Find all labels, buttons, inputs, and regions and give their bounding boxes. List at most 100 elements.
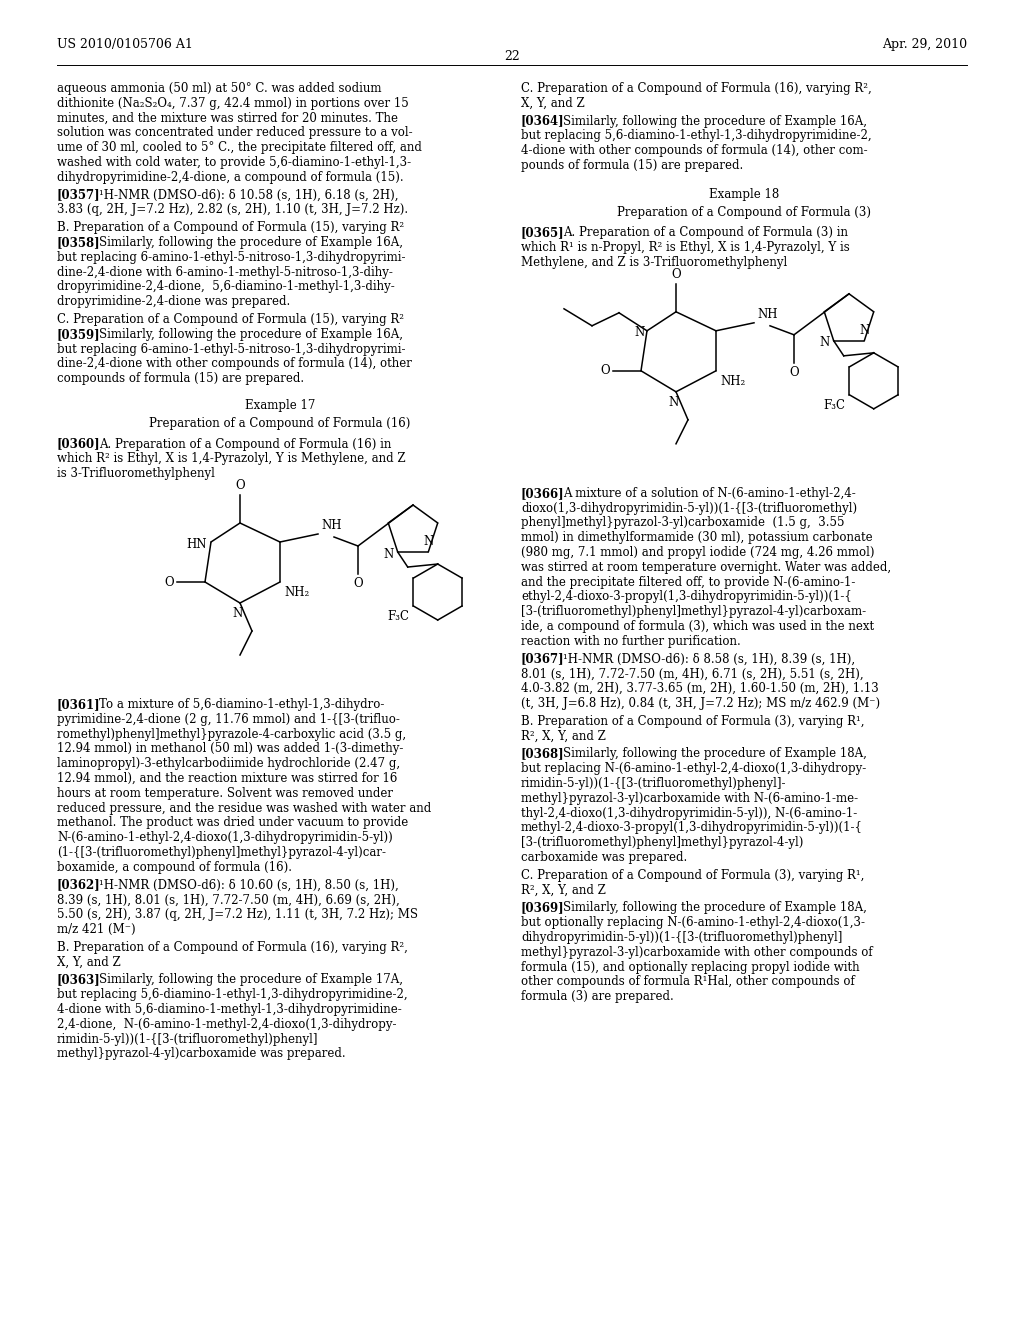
Text: which R¹ is n-Propyl, R² is Ethyl, X is 1,4-Pyrazolyl, Y is: which R¹ is n-Propyl, R² is Ethyl, X is … bbox=[521, 242, 850, 255]
Text: Example 18: Example 18 bbox=[709, 187, 779, 201]
Text: dioxo(1,3-dihydropyrimidin-5-yl))(1-{[3-(trifluoromethyl): dioxo(1,3-dihydropyrimidin-5-yl))(1-{[3-… bbox=[521, 502, 857, 515]
Text: C. Preparation of a Compound of Formula (15), varying R²: C. Preparation of a Compound of Formula … bbox=[57, 313, 404, 326]
Text: is 3-Trifluoromethylphenyl: is 3-Trifluoromethylphenyl bbox=[57, 467, 215, 480]
Text: rimidin-5-yl))(1-{[3-(trifluoromethyl)phenyl]-: rimidin-5-yl))(1-{[3-(trifluoromethyl)ph… bbox=[521, 777, 786, 789]
Text: [0358]: [0358] bbox=[57, 236, 100, 249]
Text: 3.83 (q, 2H, J=7.2 Hz), 2.82 (s, 2H), 1.10 (t, 3H, J=7.2 Hz).: 3.83 (q, 2H, J=7.2 Hz), 2.82 (s, 2H), 1.… bbox=[57, 203, 409, 216]
Text: [3-(trifluoromethyl)phenyl]methyl}pyrazol-4-yl)carboxam-: [3-(trifluoromethyl)phenyl]methyl}pyrazo… bbox=[521, 605, 866, 618]
Text: methyl}pyrazol-3-yl)carboxamide with other compounds of: methyl}pyrazol-3-yl)carboxamide with oth… bbox=[521, 946, 872, 958]
Text: dihydropyrimidine-2,4-dione, a compound of formula (15).: dihydropyrimidine-2,4-dione, a compound … bbox=[57, 170, 403, 183]
Text: compounds of formula (15) are prepared.: compounds of formula (15) are prepared. bbox=[57, 372, 304, 385]
Text: B. Preparation of a Compound of Formula (15), varying R²: B. Preparation of a Compound of Formula … bbox=[57, 222, 404, 234]
Text: Similarly, following the procedure of Example 16A,: Similarly, following the procedure of Ex… bbox=[99, 236, 403, 249]
Text: [0366]: [0366] bbox=[521, 487, 564, 500]
Text: [0365]: [0365] bbox=[521, 227, 564, 239]
Text: but replacing 6-amino-1-ethyl-5-nitroso-1,3-dihydropyrimi-: but replacing 6-amino-1-ethyl-5-nitroso-… bbox=[57, 251, 406, 264]
Text: 22: 22 bbox=[504, 50, 520, 63]
Text: Similarly, following the procedure of Example 16A,: Similarly, following the procedure of Ex… bbox=[563, 115, 867, 128]
Text: 4-dione with other compounds of formula (14), other com-: 4-dione with other compounds of formula … bbox=[521, 144, 867, 157]
Text: aqueous ammonia (50 ml) at 50° C. was added sodium: aqueous ammonia (50 ml) at 50° C. was ad… bbox=[57, 82, 382, 95]
Text: Similarly, following the procedure of Example 18A,: Similarly, following the procedure of Ex… bbox=[563, 902, 867, 915]
Text: NH₂: NH₂ bbox=[284, 586, 309, 599]
Text: NH: NH bbox=[321, 519, 341, 532]
Text: A. Preparation of a Compound of Formula (3) in: A. Preparation of a Compound of Formula … bbox=[563, 227, 848, 239]
Text: O: O bbox=[236, 479, 245, 492]
Text: methyl-2,4-dioxo-3-propyl(1,3-dihydropyrimidin-5-yl))(1-{: methyl-2,4-dioxo-3-propyl(1,3-dihydropyr… bbox=[521, 821, 863, 834]
Text: dine-2,4-dione with other compounds of formula (14), other: dine-2,4-dione with other compounds of f… bbox=[57, 358, 412, 371]
Text: [0367]: [0367] bbox=[521, 652, 564, 665]
Text: [0361]: [0361] bbox=[57, 698, 100, 711]
Text: Similarly, following the procedure of Example 17A,: Similarly, following the procedure of Ex… bbox=[99, 973, 403, 986]
Text: X, Y, and Z: X, Y, and Z bbox=[521, 96, 585, 110]
Text: X, Y, and Z: X, Y, and Z bbox=[57, 956, 121, 969]
Text: Example 17: Example 17 bbox=[245, 399, 315, 412]
Text: ¹H-NMR (DMSO-d6): δ 10.58 (s, 1H), 6.18 (s, 2H),: ¹H-NMR (DMSO-d6): δ 10.58 (s, 1H), 6.18 … bbox=[99, 189, 398, 202]
Text: (1-{[3-(trifluoromethyl)phenyl]methyl}pyrazol-4-yl)car-: (1-{[3-(trifluoromethyl)phenyl]methyl}py… bbox=[57, 846, 386, 859]
Text: but optionally replacing N-(6-amino-1-ethyl-2,4-dioxo(1,3-: but optionally replacing N-(6-amino-1-et… bbox=[521, 916, 865, 929]
Text: laminopropyl)-3-ethylcarbodiimide hydrochloride (2.47 g,: laminopropyl)-3-ethylcarbodiimide hydroc… bbox=[57, 758, 400, 770]
Text: methanol. The product was dried under vacuum to provide: methanol. The product was dried under va… bbox=[57, 816, 409, 829]
Text: ide, a compound of formula (3), which was used in the next: ide, a compound of formula (3), which wa… bbox=[521, 620, 874, 634]
Text: reaction with no further purification.: reaction with no further purification. bbox=[521, 635, 740, 648]
Text: N: N bbox=[383, 548, 393, 561]
Text: [0359]: [0359] bbox=[57, 327, 100, 341]
Text: B. Preparation of a Compound of Formula (3), varying R¹,: B. Preparation of a Compound of Formula … bbox=[521, 715, 864, 727]
Text: O: O bbox=[671, 268, 681, 281]
Text: but replacing 5,6-diamino-1-ethyl-1,3-dihydropyrimidine-2,: but replacing 5,6-diamino-1-ethyl-1,3-di… bbox=[57, 989, 408, 1001]
Text: (t, 3H, J=6.8 Hz), 0.84 (t, 3H, J=7.2 Hz); MS m/z 462.9 (M⁻): (t, 3H, J=6.8 Hz), 0.84 (t, 3H, J=7.2 Hz… bbox=[521, 697, 880, 710]
Text: boxamide, a compound of formula (16).: boxamide, a compound of formula (16). bbox=[57, 861, 292, 874]
Text: N: N bbox=[423, 535, 433, 548]
Text: 8.01 (s, 1H), 7.72-7.50 (m, 4H), 6.71 (s, 2H), 5.51 (s, 2H),: 8.01 (s, 1H), 7.72-7.50 (m, 4H), 6.71 (s… bbox=[521, 668, 863, 680]
Text: O: O bbox=[165, 576, 174, 589]
Text: but replacing N-(6-amino-1-ethyl-2,4-dioxo(1,3-dihydropy-: but replacing N-(6-amino-1-ethyl-2,4-dio… bbox=[521, 762, 866, 775]
Text: carboxamide was prepared.: carboxamide was prepared. bbox=[521, 851, 687, 865]
Text: ¹H-NMR (DMSO-d6): δ 10.60 (s, 1H), 8.50 (s, 1H),: ¹H-NMR (DMSO-d6): δ 10.60 (s, 1H), 8.50 … bbox=[99, 879, 398, 891]
Text: N: N bbox=[669, 396, 679, 409]
Text: B. Preparation of a Compound of Formula (16), varying R²,: B. Preparation of a Compound of Formula … bbox=[57, 941, 408, 954]
Text: Preparation of a Compound of Formula (16): Preparation of a Compound of Formula (16… bbox=[150, 417, 411, 430]
Text: NH₂: NH₂ bbox=[720, 375, 745, 388]
Text: rimidin-5-yl))(1-{[3-(trifluoromethyl)phenyl]: rimidin-5-yl))(1-{[3-(trifluoromethyl)ph… bbox=[57, 1032, 318, 1045]
Text: A. Preparation of a Compound of Formula (16) in: A. Preparation of a Compound of Formula … bbox=[99, 438, 391, 450]
Text: hours at room temperature. Solvent was removed under: hours at room temperature. Solvent was r… bbox=[57, 787, 393, 800]
Text: Apr. 29, 2010: Apr. 29, 2010 bbox=[882, 38, 967, 51]
Text: N: N bbox=[819, 337, 829, 350]
Text: N: N bbox=[232, 607, 243, 620]
Text: HN: HN bbox=[186, 537, 207, 550]
Text: formula (15), and optionally replacing propyl iodide with: formula (15), and optionally replacing p… bbox=[521, 961, 859, 974]
Text: N: N bbox=[859, 323, 869, 337]
Text: O: O bbox=[353, 577, 362, 590]
Text: ¹H-NMR (DMSO-d6): δ 8.58 (s, 1H), 8.39 (s, 1H),: ¹H-NMR (DMSO-d6): δ 8.58 (s, 1H), 8.39 (… bbox=[563, 652, 855, 665]
Text: dithionite (Na₂S₂O₄, 7.37 g, 42.4 mmol) in portions over 15: dithionite (Na₂S₂O₄, 7.37 g, 42.4 mmol) … bbox=[57, 96, 409, 110]
Text: dropyrimidine-2,4-dione was prepared.: dropyrimidine-2,4-dione was prepared. bbox=[57, 296, 290, 308]
Text: C. Preparation of a Compound of Formula (3), varying R¹,: C. Preparation of a Compound of Formula … bbox=[521, 869, 864, 882]
Text: but replacing 6-amino-1-ethyl-5-nitroso-1,3-dihydropyrimi-: but replacing 6-amino-1-ethyl-5-nitroso-… bbox=[57, 343, 406, 355]
Text: romethyl)phenyl]methyl}pyrazole-4-carboxylic acid (3.5 g,: romethyl)phenyl]methyl}pyrazole-4-carbox… bbox=[57, 727, 407, 741]
Text: (980 mg, 7.1 mmol) and propyl iodide (724 mg, 4.26 mmol): (980 mg, 7.1 mmol) and propyl iodide (72… bbox=[521, 546, 874, 558]
Text: was stirred at room temperature overnight. Water was added,: was stirred at room temperature overnigh… bbox=[521, 561, 891, 574]
Text: but replacing 5,6-diamino-1-ethyl-1,3-dihydropyrimidine-2,: but replacing 5,6-diamino-1-ethyl-1,3-di… bbox=[521, 129, 871, 143]
Text: dihydropyrimidin-5-yl))(1-{[3-(trifluoromethyl)phenyl]: dihydropyrimidin-5-yl))(1-{[3-(trifluoro… bbox=[521, 931, 843, 944]
Text: O: O bbox=[600, 364, 610, 378]
Text: 4.0-3.82 (m, 2H), 3.77-3.65 (m, 2H), 1.60-1.50 (m, 2H), 1.13: 4.0-3.82 (m, 2H), 3.77-3.65 (m, 2H), 1.6… bbox=[521, 682, 879, 696]
Text: [0364]: [0364] bbox=[521, 115, 564, 128]
Text: NH: NH bbox=[757, 308, 777, 321]
Text: pyrimidine-2,4-dione (2 g, 11.76 mmol) and 1-{[3-(trifluo-: pyrimidine-2,4-dione (2 g, 11.76 mmol) a… bbox=[57, 713, 400, 726]
Text: Preparation of a Compound of Formula (3): Preparation of a Compound of Formula (3) bbox=[617, 206, 871, 219]
Text: Methylene, and Z is 3-Trifluoromethylphenyl: Methylene, and Z is 3-Trifluoromethylphe… bbox=[521, 256, 787, 269]
Text: C. Preparation of a Compound of Formula (16), varying R²,: C. Preparation of a Compound of Formula … bbox=[521, 82, 871, 95]
Text: other compounds of formula R¹Hal, other compounds of: other compounds of formula R¹Hal, other … bbox=[521, 975, 855, 989]
Text: dropyrimidine-2,4-dione,  5,6-diamino-1-methyl-1,3-dihy-: dropyrimidine-2,4-dione, 5,6-diamino-1-m… bbox=[57, 280, 394, 293]
Text: [3-(trifluoromethyl)phenyl]methyl}pyrazol-4-yl): [3-(trifluoromethyl)phenyl]methyl}pyrazo… bbox=[521, 836, 804, 849]
Text: formula (3) are prepared.: formula (3) are prepared. bbox=[521, 990, 674, 1003]
Text: [0362]: [0362] bbox=[57, 879, 100, 891]
Text: Similarly, following the procedure of Example 16A,: Similarly, following the procedure of Ex… bbox=[99, 327, 403, 341]
Text: 5.50 (s, 2H), 3.87 (q, 2H, J=7.2 Hz), 1.11 (t, 3H, 7.2 Hz); MS: 5.50 (s, 2H), 3.87 (q, 2H, J=7.2 Hz), 1.… bbox=[57, 908, 418, 921]
Text: [0369]: [0369] bbox=[521, 902, 564, 915]
Text: methyl}pyrazol-4-yl)carboxamide was prepared.: methyl}pyrazol-4-yl)carboxamide was prep… bbox=[57, 1047, 346, 1060]
Text: thyl-2,4-dioxo(1,3-dihydropyrimidin-5-yl)), N-(6-amino-1-: thyl-2,4-dioxo(1,3-dihydropyrimidin-5-yl… bbox=[521, 807, 857, 820]
Text: R², X, Y, and Z: R², X, Y, and Z bbox=[521, 883, 606, 896]
Text: US 2010/0105706 A1: US 2010/0105706 A1 bbox=[57, 38, 193, 51]
Text: N-(6-amino-1-ethyl-2,4-dioxo(1,3-dihydropyrimidin-5-yl)): N-(6-amino-1-ethyl-2,4-dioxo(1,3-dihydro… bbox=[57, 832, 393, 845]
Text: m/z 421 (M⁻): m/z 421 (M⁻) bbox=[57, 923, 135, 936]
